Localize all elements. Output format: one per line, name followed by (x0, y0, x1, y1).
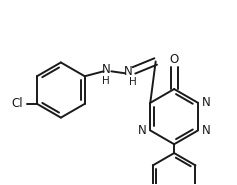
Text: N: N (102, 63, 111, 76)
Text: N: N (201, 96, 210, 109)
Text: H: H (129, 77, 137, 87)
Text: H: H (102, 76, 109, 86)
Text: N: N (124, 65, 132, 78)
Text: O: O (169, 53, 179, 66)
Text: N: N (201, 124, 210, 137)
Text: N: N (138, 124, 147, 137)
Text: Cl: Cl (12, 97, 23, 110)
